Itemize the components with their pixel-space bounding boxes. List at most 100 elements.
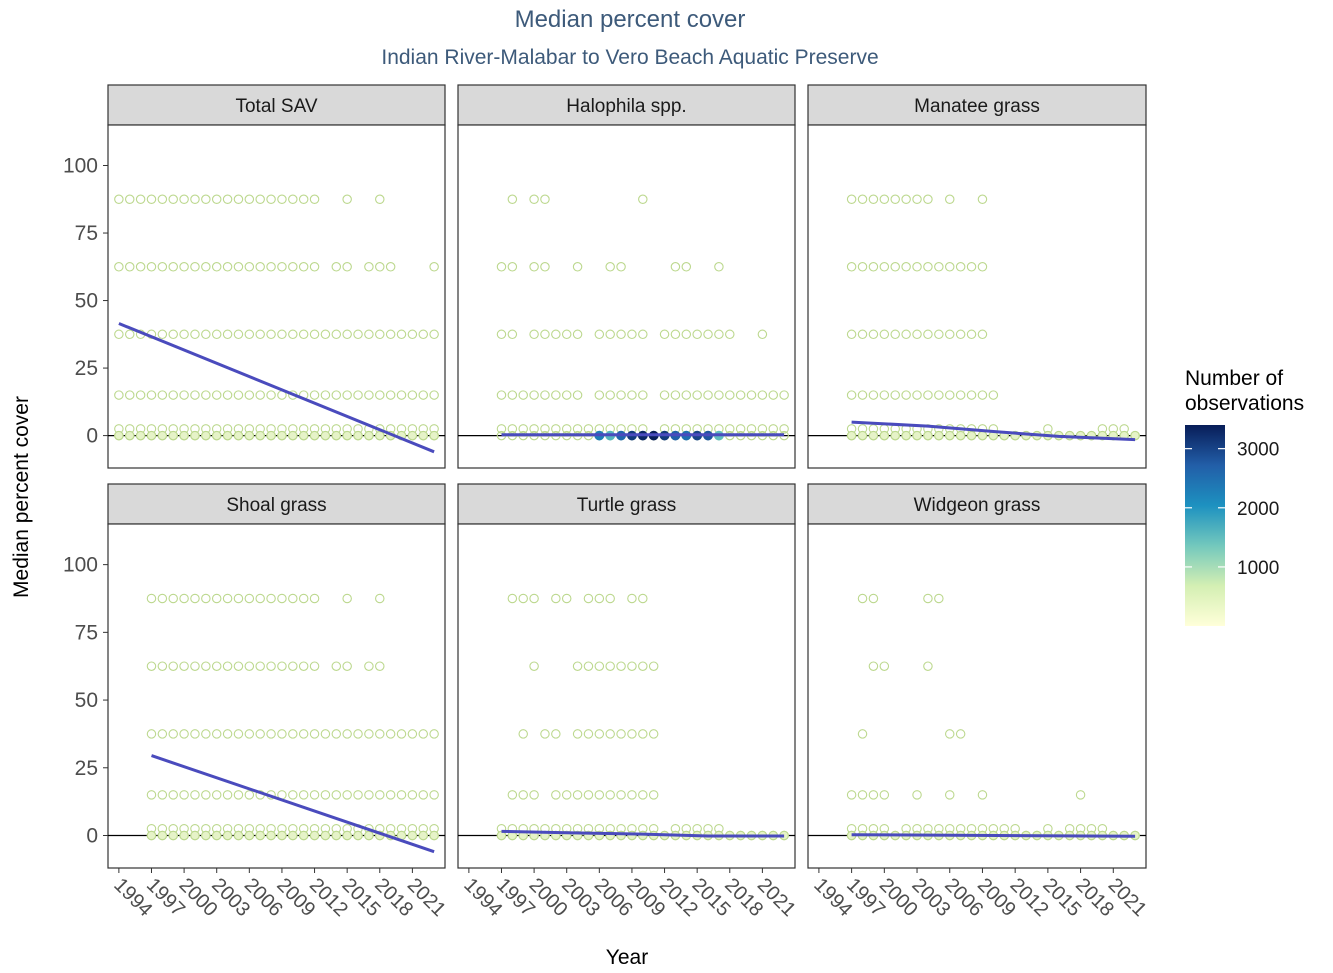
data-point: [605, 790, 615, 800]
data-point: [124, 430, 135, 441]
trend-line: [851, 420, 1136, 442]
facet-label: Manatee grass: [914, 96, 1040, 117]
data-point: [233, 430, 244, 441]
data-point: [385, 262, 396, 272]
data-point: [418, 390, 429, 400]
data-point: [551, 390, 561, 400]
data-point: [168, 262, 178, 272]
data-point: [222, 329, 233, 340]
data-point: [901, 194, 911, 205]
data-point: [429, 430, 439, 441]
data-point: [638, 194, 648, 205]
y-tick-label: 75: [75, 222, 98, 245]
data-point: [146, 593, 157, 604]
data-point: [857, 329, 868, 340]
data-point: [396, 329, 407, 340]
data-point: [638, 390, 648, 400]
data-point: [868, 593, 879, 604]
data-point: [266, 194, 276, 205]
data-point: [190, 262, 200, 272]
data-point: [277, 329, 287, 340]
data-point: [190, 830, 200, 841]
data-point: [342, 430, 352, 441]
data-point: [211, 390, 222, 400]
data-point: [890, 194, 900, 205]
data-point: [364, 830, 374, 841]
data-point: [529, 661, 539, 671]
data-point: [157, 830, 168, 841]
data-point: [583, 790, 594, 800]
data-point: [923, 194, 933, 205]
data-point: [298, 729, 309, 739]
data-point: [255, 194, 265, 205]
data-point: [725, 390, 735, 400]
data-point: [201, 194, 211, 205]
data-point: [529, 390, 539, 400]
data-point: [320, 830, 331, 841]
data-point: [179, 430, 189, 441]
data-point: [342, 390, 352, 400]
data-point: [309, 729, 320, 739]
data-point: [429, 390, 439, 400]
data-point: [114, 329, 124, 340]
data-point: [244, 729, 255, 739]
chart-subtitle: Indian River-Malabar to Vero Beach Aquat…: [381, 46, 879, 69]
data-point: [277, 262, 287, 272]
data-point: [222, 729, 233, 739]
data-point: [353, 390, 363, 400]
data-point: [605, 329, 615, 340]
data-point: [418, 729, 429, 739]
data-point: [681, 329, 692, 340]
facet-label: Total SAV: [235, 96, 317, 117]
data-point: [157, 390, 168, 400]
data-point: [277, 430, 287, 441]
data-point: [429, 729, 439, 739]
data-point: [977, 329, 988, 340]
data-point: [757, 329, 768, 340]
data-point: [331, 262, 342, 272]
data-point: [222, 194, 233, 205]
trend-line: [501, 829, 785, 838]
data-point: [288, 194, 298, 205]
data-point: [714, 390, 724, 400]
data-point: [407, 329, 418, 340]
data-point: [977, 430, 988, 441]
data-point: [846, 262, 857, 272]
data-point: [627, 390, 637, 400]
data-point: [496, 830, 507, 841]
y-tick-label: 50: [75, 290, 98, 313]
data-point: [868, 329, 879, 340]
data-point: [429, 790, 439, 800]
data-point: [572, 661, 583, 671]
panel-frame: [457, 124, 796, 469]
data-point: [529, 262, 539, 272]
data-point: [222, 830, 233, 841]
data-point: [407, 390, 418, 400]
data-point: [518, 729, 528, 739]
data-point: [375, 262, 385, 272]
data-point: [616, 329, 626, 340]
panel-halophila-spp-: Halophila spp.: [457, 84, 796, 469]
data-point: [572, 424, 583, 434]
data-point: [551, 329, 561, 340]
data-point: [681, 262, 692, 272]
data-point: [846, 194, 857, 205]
data-point: [407, 790, 418, 800]
data-point: [168, 194, 178, 205]
data-point: [331, 430, 342, 441]
data-point: [309, 790, 320, 800]
data-point: [266, 661, 276, 671]
data-point: [551, 593, 561, 604]
data-point: [201, 430, 211, 441]
data-point: [266, 830, 276, 841]
data-point: [331, 790, 342, 800]
data-point: [934, 390, 944, 400]
data-point: [934, 430, 944, 441]
data-point: [890, 262, 900, 272]
data-point: [638, 729, 648, 739]
data-point: [594, 661, 605, 671]
data-point: [179, 329, 189, 340]
data-point: [955, 329, 966, 340]
data-point: [846, 390, 857, 400]
data-point: [288, 262, 298, 272]
